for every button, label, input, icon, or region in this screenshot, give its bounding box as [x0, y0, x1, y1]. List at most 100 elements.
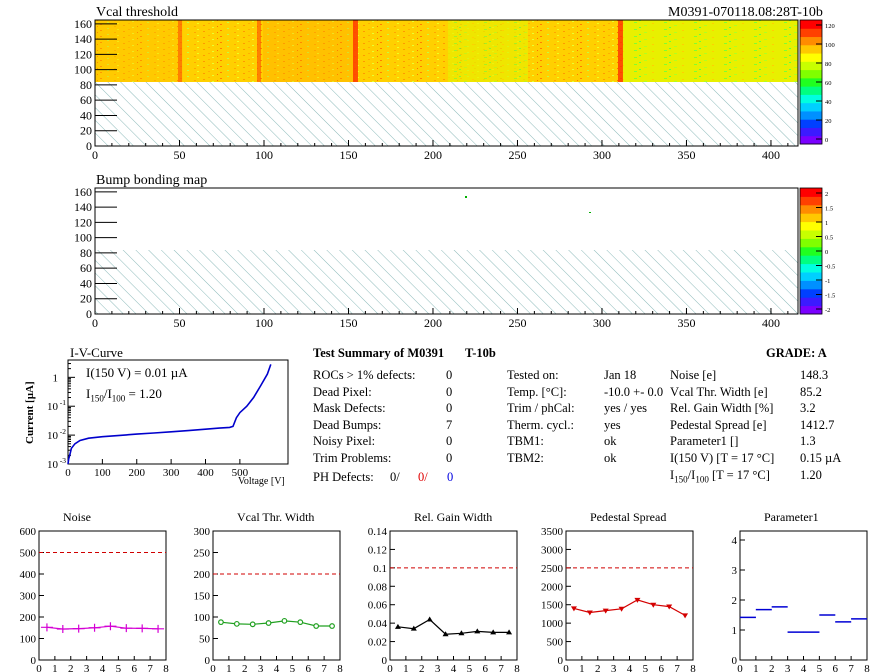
- summary-value: 7: [446, 417, 453, 432]
- summary-value: 1.3: [800, 434, 816, 448]
- summary-chart-point: [570, 606, 577, 612]
- summary-chart-y-tick-label: 1: [732, 625, 738, 637]
- summary-chart-y-tick-label: 0.06: [368, 600, 388, 612]
- iv-x-tick-label: 300: [163, 467, 180, 479]
- map-x-tick-label: 200: [424, 148, 442, 162]
- map-x-tick-label: 150: [339, 316, 357, 330]
- iv-series-line: [67, 364, 272, 465]
- summary-chart-point: [249, 621, 256, 628]
- map1-title: Vcal threshold: [96, 5, 179, 20]
- summary-label: Rel. Gain Width [%]: [670, 401, 774, 415]
- map-y-tick-label: 120: [74, 47, 92, 61]
- summary-chart-point: [297, 619, 304, 626]
- palette-swatch: [800, 196, 822, 206]
- summary-chart-x-tick-label: 8: [864, 663, 870, 672]
- palette-swatch: [800, 238, 822, 248]
- summary-chart-point: [56, 625, 69, 634]
- summary-chart-y-tick-label: 1500: [541, 600, 564, 612]
- ph-defects-v2: 0/: [418, 470, 428, 484]
- summary-chart-point: [394, 623, 401, 629]
- summary-chart-point: [136, 624, 149, 633]
- summary-value: yes: [604, 417, 621, 432]
- palette-tick-label: 40: [825, 99, 832, 106]
- map2-defect-mark: [589, 212, 591, 213]
- summary-chart-x-tick-label: 2: [595, 663, 601, 672]
- summary-chart-4: Parameter1 0 1 2 3 4 5 6 7 8 0 1 2 3 4: [732, 510, 871, 672]
- palette-swatch: [800, 230, 822, 239]
- palette-swatch: [800, 102, 822, 112]
- summary-chart-x-tick-label: 6: [306, 663, 312, 672]
- summary-chart-y-tick-label: 150: [194, 591, 211, 603]
- summary-chart-point: [72, 624, 85, 633]
- summary-chart-frame: [739, 530, 868, 661]
- bump-bonding-map: 0 50 100 150 200 250 300 350 4000204060801001201…: [74, 185, 799, 330]
- map-y-tick-label: 140: [74, 32, 92, 46]
- vcal-threshold-map: 0 50 100 150 200 250 300 350 4000204060801001201…: [74, 17, 799, 162]
- map-y-tick-label: 100: [74, 63, 92, 77]
- summary-chart-point: [666, 604, 673, 610]
- summary-label: Mask Defects:: [313, 401, 386, 415]
- summary-value: 0: [446, 368, 453, 382]
- summary-chart-x-tick-label: 3: [611, 663, 617, 672]
- summary-chart-y-tick-label: 0: [732, 655, 738, 667]
- map-y-tick-label: 0: [86, 307, 92, 321]
- palette-bump: 2 1.5 1 0.5 0 -0.5 -1 -1.5 -2: [799, 187, 835, 315]
- iv-y-tick-exponent: -1: [60, 398, 66, 407]
- iv-ylabel: Current [µA]: [24, 381, 36, 444]
- iv-y-tick-label: 10: [47, 459, 59, 471]
- summary-chart-2: Rel. Gain Width 0 1 2 3 4 5 6 7 8 0 0.02 0.04 0.06 0.0…: [368, 510, 521, 672]
- summary-chart-y-tick-label: 2: [732, 595, 738, 607]
- palette-tick-label: 20: [825, 118, 832, 125]
- map-x-tick-label: 300: [593, 148, 611, 162]
- summary-chart-y-tick-label: 600: [20, 526, 37, 538]
- summary-chart-x-tick-label: 2: [242, 663, 248, 672]
- summary-value: -10.0 +- 0.0: [604, 384, 664, 399]
- summary-chart-y-tick-label: 0: [205, 655, 211, 667]
- map-y-tick-label: 80: [80, 246, 92, 260]
- palette-tick-label: 60: [825, 80, 832, 87]
- summary-chart-x-tick-label: 4: [451, 663, 457, 672]
- map-x-tick-label: 400: [762, 316, 780, 330]
- summary-chart-point: [682, 613, 689, 619]
- summary-chart-x-tick-label: 8: [514, 663, 520, 672]
- palette-swatch: [800, 61, 822, 71]
- iv-y-tick-label: 1: [53, 372, 59, 384]
- summary-chart-series-line: [397, 618, 510, 635]
- summary-chart-y-tick-label: 0: [382, 655, 388, 667]
- map-x-tick-label: 350: [677, 316, 695, 330]
- palette-swatch: [800, 305, 822, 315]
- summary-chart-x-tick-label: 6: [659, 663, 665, 672]
- summary-chart-y-tick-label: 300: [20, 591, 37, 603]
- map-x-tick-label: 0: [92, 316, 98, 330]
- summary-chart-x-tick-label: 3: [785, 663, 791, 672]
- summary-chart-y-tick-label: 4: [732, 535, 738, 547]
- palette-swatch: [800, 127, 822, 137]
- summary-chart-x-tick-label: 1: [753, 663, 759, 672]
- summary-chart-point: [650, 602, 657, 608]
- map2-empty-region: [95, 250, 798, 314]
- map-y-tick-label: 80: [80, 78, 92, 92]
- map-y-tick-label: 60: [80, 93, 92, 107]
- summary-value: 0.15 µA: [800, 450, 842, 465]
- summary-chart-y-tick-label: 50: [199, 634, 211, 646]
- module-id: M0391-070118.08:28T-10b: [668, 5, 823, 20]
- palette-swatch: [800, 288, 822, 298]
- iv-y-tick-label: 10: [47, 401, 59, 413]
- summary-chart-x-tick-label: 2: [769, 663, 775, 672]
- summary-chart-y-tick-label: 100: [194, 612, 211, 624]
- summary-chart-frame: [389, 530, 518, 661]
- summary-chart-x-tick-label: 5: [290, 663, 296, 672]
- summary-label: Pedestal Spread [e]: [670, 417, 767, 432]
- summary-chart-y-tick-label: 0: [558, 655, 564, 667]
- summary-label: TBM1:: [507, 434, 544, 448]
- summary-chart-y-tick-label: 2000: [541, 581, 564, 593]
- summary-value: yes / yes: [604, 401, 648, 415]
- summary-chart-point: [218, 619, 224, 626]
- map-x-tick-label: 400: [762, 148, 780, 162]
- summary-chart-y-tick-label: 0.04: [368, 618, 388, 630]
- iv-title: I-V-Curve: [70, 345, 123, 360]
- summary-value: 0: [446, 384, 453, 399]
- palette-swatch: [800, 44, 822, 54]
